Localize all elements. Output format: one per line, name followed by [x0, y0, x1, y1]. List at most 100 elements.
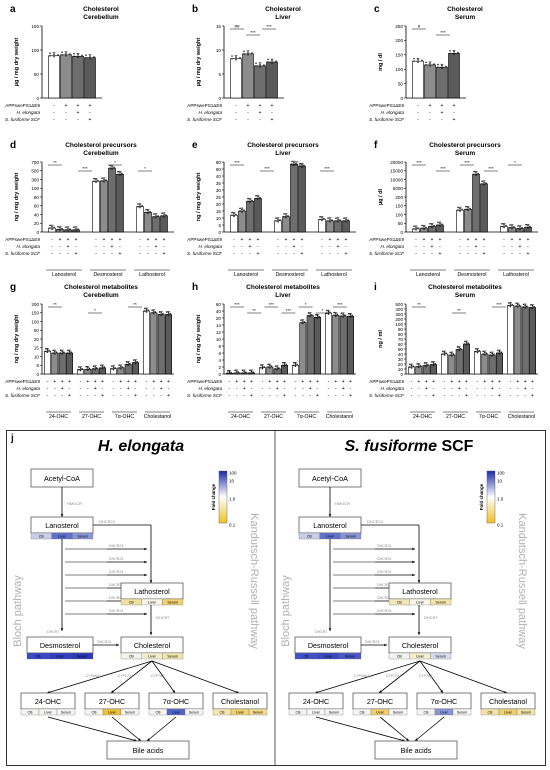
data-point [155, 216, 157, 219]
group-sign: - [54, 393, 56, 399]
data-point [302, 320, 304, 322]
data-point [432, 362, 435, 364]
data-point [525, 226, 527, 229]
arrow-to-7a-ohc [419, 660, 444, 694]
data-point [165, 214, 167, 216]
data-point [437, 221, 439, 224]
group-label: APPswePS1ΔE9 [369, 379, 404, 384]
fold-cell [324, 708, 344, 716]
fold-cell [120, 708, 140, 716]
data-point [118, 364, 120, 367]
group-sign: + [441, 103, 444, 109]
group-sign: + [283, 379, 286, 385]
group-sign: + [342, 386, 345, 392]
data-point [489, 354, 492, 356]
data-point [491, 355, 493, 357]
data-point [112, 366, 115, 368]
data-point [157, 215, 159, 217]
fold-cell-label: Liver [172, 711, 181, 715]
arrow-head [412, 560, 415, 564]
y-tick-label: 60 [216, 302, 222, 307]
group-sign: + [155, 244, 158, 250]
data-point [311, 313, 313, 316]
arrow-27ohc-bile [111, 716, 142, 742]
group-sign: - [321, 237, 323, 243]
data-point [73, 226, 75, 229]
group-sign: - [75, 244, 77, 250]
group-label: H. elongata [381, 244, 405, 249]
enzyme-dhcr24: DHCR24 [109, 544, 123, 548]
group-sign: - [243, 393, 245, 399]
data-point [158, 311, 161, 313]
enzyme-dhcr24: DHCR24 [365, 640, 379, 644]
x-category-label: Desmosterol [93, 272, 122, 278]
data-point [419, 364, 422, 367]
data-point [418, 364, 420, 366]
group-sign: + [257, 251, 260, 257]
group-sign: - [503, 244, 505, 250]
data-point [96, 367, 98, 369]
y-tick-label: 200 [395, 195, 403, 200]
24-ohc-label: 24-OHC [35, 697, 61, 706]
data-point [484, 354, 486, 356]
data-point [429, 225, 431, 228]
data-point [467, 206, 469, 209]
y-tick-label: 0 [218, 230, 221, 235]
arrow-24ohc-bile [315, 716, 406, 742]
data-point [421, 224, 423, 227]
data-point [296, 363, 298, 366]
fold-cell [516, 708, 536, 716]
enzyme-dhcr24: DHCR24 [109, 570, 123, 574]
data-point [316, 314, 319, 317]
data-point [243, 53, 245, 55]
data-point [465, 205, 467, 208]
data-point [134, 360, 137, 362]
group-sign: - [139, 237, 141, 243]
data-point [498, 353, 501, 355]
y-tick-label: 10 [216, 337, 222, 342]
data-point [527, 224, 529, 227]
data-point [92, 365, 95, 367]
group-sign: - [451, 386, 453, 392]
data-point [67, 230, 69, 232]
group-sign: - [277, 244, 279, 250]
arrow-head [412, 573, 415, 577]
data-point [348, 315, 350, 318]
arrow-head [328, 514, 332, 517]
y-tick-label: 50 [398, 347, 404, 352]
group-sign: + [163, 237, 166, 243]
enzyme-dhcr7: DHCR7 [47, 630, 59, 634]
data-point [509, 305, 512, 308]
y-tick-label: 14 [216, 323, 222, 328]
data-point [149, 210, 151, 213]
fold-cell-label: Serum [345, 655, 356, 659]
data-point [441, 223, 443, 225]
data-point [261, 365, 264, 367]
fold-cell-label: Serum [77, 655, 88, 659]
fold-cell-label: Liver [416, 601, 425, 605]
sig-label: *** [440, 166, 446, 171]
group-sign: - [235, 103, 237, 109]
data-point [111, 168, 113, 170]
data-point [497, 349, 499, 352]
data-point [52, 349, 54, 352]
fold-cell-label: Liver [416, 655, 425, 659]
kandutsch-russell-label: Kandutsch-Russell pathway [516, 513, 528, 649]
pathway-title: H. elongata [98, 438, 184, 455]
x-category-label: Desmosterol [457, 272, 486, 278]
fold-change-tick: 1.0 [229, 497, 236, 502]
enzyme-label: CYP27A1 [118, 674, 134, 678]
bar [254, 65, 266, 99]
data-point [453, 50, 455, 53]
desmosterol-label: Desmosterol [40, 641, 81, 650]
group-label: APPswePS1ΔE9 [369, 103, 404, 108]
data-point [509, 226, 511, 229]
group-sign: - [69, 386, 71, 392]
bar [347, 315, 354, 375]
fold-cell-label: Liver [108, 711, 117, 715]
data-point [319, 218, 321, 221]
data-point [321, 216, 323, 219]
chart-title: Cholesterol precursors [429, 142, 501, 149]
cholestanol-label: Cholestanol [221, 697, 259, 706]
